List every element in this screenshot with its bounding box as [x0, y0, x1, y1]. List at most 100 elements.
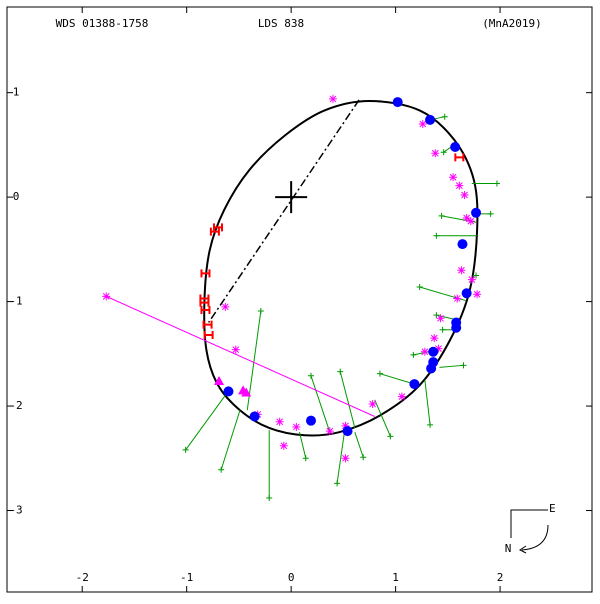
asterisk-obs: [460, 191, 469, 200]
plus-obs: [218, 466, 225, 473]
circle-obs: [305, 415, 316, 426]
residual-line: [354, 432, 364, 458]
plus-obs: [487, 210, 494, 217]
asterisk-obs: [292, 422, 301, 431]
compass-arrow: [521, 524, 549, 551]
x-tick-label: -2: [76, 571, 89, 584]
plus-obs: [387, 433, 394, 440]
plus-obs: [441, 113, 448, 120]
residual-line: [379, 373, 415, 385]
y-tick-label: 1: [13, 86, 20, 99]
plus-obs: [440, 149, 447, 156]
circle-obs: [409, 379, 420, 390]
h-obs: [200, 269, 211, 278]
plus-obs: [438, 212, 445, 219]
h-obs: [199, 298, 210, 307]
asterisk-obs: [368, 399, 377, 408]
asterisk-obs: [436, 314, 445, 323]
asterisk-obs: [418, 120, 427, 128]
triangle-obs: [241, 387, 252, 397]
asterisk-obs: [325, 427, 334, 436]
circle-obs: [450, 141, 461, 152]
plus-obs: [376, 370, 383, 377]
line-of-nodes: [207, 99, 360, 323]
plus-obs: [257, 307, 264, 314]
circle-obs: [471, 207, 482, 218]
h-obs: [203, 331, 214, 340]
asterisk-obs: [397, 392, 406, 401]
circle-obs: [249, 411, 260, 422]
triangle-obs: [214, 375, 225, 385]
circle-obs: [425, 114, 436, 125]
asterisk-obs: [467, 275, 476, 284]
compass-arrowhead: [519, 545, 527, 554]
primary-star: [275, 181, 308, 214]
residual-line: [339, 371, 356, 429]
plus-obs: [439, 326, 446, 333]
plus-obs: [266, 494, 273, 501]
plus-obs: [182, 446, 189, 453]
asterisk-obs: [279, 441, 288, 450]
asterisk-obs: [462, 214, 471, 223]
asterisk-obs: [434, 344, 443, 353]
h-obs: [202, 320, 213, 329]
asterisk-obs: [430, 334, 439, 343]
asterisk-obs: [473, 290, 482, 299]
circle-obs: [461, 288, 472, 299]
asterisk-obs: [221, 302, 230, 311]
reference: (MnA2019): [482, 17, 542, 30]
compass-east: E: [549, 502, 556, 515]
y-tick-label: -1: [9, 295, 22, 308]
residual-line: [336, 432, 345, 484]
circle-obs: [451, 322, 462, 333]
orbit: [203, 100, 479, 437]
y-tick-label: -2: [9, 399, 22, 412]
circle-obs: [428, 346, 439, 357]
y-tick-label: -3: [9, 504, 22, 517]
asterisk-obs: [466, 217, 475, 226]
circle-obs: [392, 97, 403, 108]
asterisk-obs: [275, 417, 284, 426]
residual-line: [220, 410, 241, 470]
asterisk-obs: [231, 345, 240, 354]
residual-line: [299, 432, 307, 459]
circle-obs: [426, 363, 437, 374]
plus-obs: [334, 480, 341, 487]
asterisk-obs: [328, 94, 337, 103]
x-tick-label: 0: [288, 571, 295, 584]
plot-frame: [6, 6, 593, 593]
plus-obs: [427, 421, 434, 428]
h-obs: [200, 305, 211, 314]
plus-obs: [302, 455, 309, 462]
plus-obs: [337, 368, 344, 375]
plus-obs: [433, 232, 440, 239]
plus-obs: [360, 454, 367, 461]
x-tick-label: 1: [392, 571, 399, 584]
h-obs: [209, 227, 220, 236]
x-tick-label: 2: [497, 571, 504, 584]
plus-obs: [460, 362, 467, 369]
residual-line: [439, 364, 464, 368]
residual-line: [374, 399, 391, 437]
plus-obs: [433, 312, 440, 319]
asterisk-obs: [431, 149, 440, 158]
compass: E N: [505, 502, 556, 555]
plus-obs: [410, 351, 417, 358]
residual-line: [424, 379, 431, 425]
circle-obs: [223, 386, 234, 397]
compass-arms: [510, 509, 548, 538]
chart-title: WDS 01388-1758: [56, 17, 149, 30]
plus-obs: [473, 272, 480, 279]
compass-north: N: [505, 542, 512, 555]
asterisk-obs: [453, 294, 462, 303]
asterisk-obs: [449, 173, 458, 182]
asterisk-obs: [457, 266, 466, 275]
residual-line: [106, 295, 375, 417]
h-obs: [213, 223, 224, 232]
asterisk-obs: [420, 347, 429, 356]
chart-subtitle: LDS 838: [258, 17, 304, 30]
asterisk-obs: [102, 292, 111, 301]
asterisk-obs: [341, 454, 350, 463]
asterisk-obs: [455, 181, 464, 190]
